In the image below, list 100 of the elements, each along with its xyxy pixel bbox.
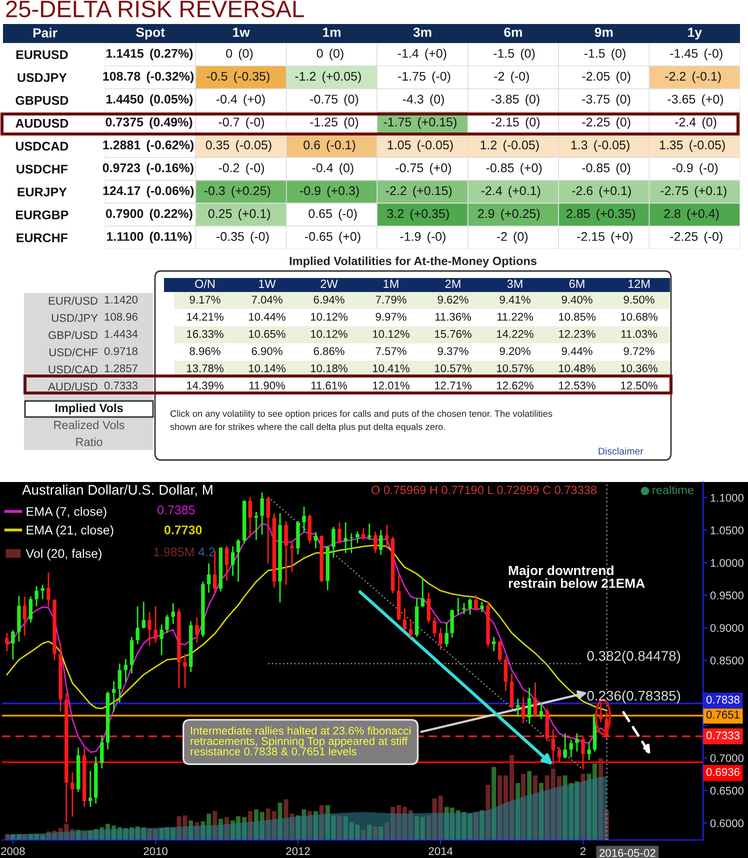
y-axis-title: Pair: [33, 28, 58, 38]
annotation: (-0.35): [234, 72, 270, 84]
bar: [307, 811, 312, 840]
annotation: (0.49%): [150, 117, 192, 129]
annotation: (-0.32%): [146, 72, 194, 84]
candlestick: [356, 530, 360, 544]
annotation: (0.27%): [150, 48, 193, 60]
candlestick: [148, 611, 152, 647]
y-tick-label: USDJPY: [18, 73, 67, 82]
annotation: (-0): [704, 232, 722, 244]
bar: [492, 766, 496, 840]
annotation: (0): [616, 94, 630, 106]
data-label: 1.3: [571, 140, 588, 150]
annotation: (-0): [432, 72, 450, 84]
candlestick: [575, 732, 579, 752]
y-tick-label: EURCHF: [16, 233, 68, 242]
annotation: (0): [514, 232, 528, 244]
data-label: -2.4: [481, 186, 502, 196]
y-tick-label: 1.1000: [710, 494, 744, 502]
candlestick: [480, 601, 484, 613]
candlestick: [124, 658, 128, 683]
y-tick-label: 0.6500: [710, 786, 744, 795]
candlestick: [432, 616, 436, 638]
x-tick-label: 1m: [323, 28, 341, 37]
annotation: (0): [616, 163, 630, 175]
annotation: (-0.05): [690, 140, 725, 152]
data-label: 7.79%: [376, 296, 406, 304]
chart-title: Australian Dollar/U.S. Dollar, M: [22, 484, 212, 496]
y2-tick-label: 0.9718: [104, 347, 138, 356]
data-label: 6.90%: [252, 347, 282, 356]
data-label: 9.41%: [500, 296, 530, 304]
candlestick: [70, 772, 74, 818]
bar: [521, 774, 526, 840]
data-label: 10.18%: [311, 364, 348, 372]
text: Ratio: [76, 437, 102, 446]
data-label: 10.57%: [435, 364, 472, 372]
annotation: (+0.4): [687, 208, 719, 220]
data-label: -0.5: [206, 72, 228, 81]
data-label: 13.78%: [187, 364, 224, 372]
data-label: -1.75: [398, 72, 426, 81]
annotation: (+0): [430, 163, 451, 175]
candlestick: [504, 656, 508, 692]
data-label: 9.97%: [376, 312, 406, 321]
candlestick: [563, 732, 567, 760]
annotation: (+0.25): [232, 186, 270, 198]
candlestick: [112, 680, 116, 712]
data-label: -2.25: [670, 232, 698, 241]
bar: [468, 814, 472, 840]
data-label: 12.23%: [559, 330, 596, 338]
candlestick: [402, 608, 407, 632]
candlestick: [361, 528, 366, 541]
data-label: -2.15: [492, 118, 519, 126]
bar: [278, 802, 282, 840]
candlestick: [521, 696, 526, 724]
data-label: -0.65: [304, 232, 332, 241]
data-label: -1.75: [384, 118, 412, 126]
data-label: -0.2: [218, 163, 240, 172]
bar: [516, 783, 520, 840]
candlestick: [385, 524, 389, 550]
bar: [361, 830, 366, 840]
data-label: 0.9723: [102, 163, 140, 172]
data-label: 9.40%: [562, 296, 592, 304]
annotation: (0): [430, 94, 444, 106]
annotation: O 0.75969 H 0.77190 L 0.72999 C 0.73338: [372, 486, 596, 494]
annotation: (0): [340, 163, 354, 175]
data-label: -3.65: [668, 94, 696, 104]
annotation: (+0.15): [418, 117, 456, 129]
data-label: -1.5: [494, 49, 514, 58]
x-tick-label: 9m: [594, 28, 613, 37]
x-tick-label: 12M: [628, 280, 650, 288]
candlestick: [34, 585, 38, 608]
candlestick: [368, 522, 372, 541]
bar: [248, 811, 252, 840]
data-label: -4.3: [402, 94, 424, 104]
annotation: (+0): [702, 94, 724, 106]
candlestick: [165, 614, 169, 634]
candlestick: [46, 572, 50, 608]
text: Disclaimer: [598, 447, 644, 455]
x-tick-label: 2008: [1, 847, 25, 856]
annotation: (-0.62%): [146, 140, 194, 152]
data-label: 10.41%: [373, 364, 410, 372]
data-label: -3.85: [491, 94, 519, 104]
data-label: 0.35: [206, 140, 230, 150]
data-label: 0: [226, 48, 232, 58]
candlestick: [492, 636, 496, 652]
data-label: -2.25: [582, 118, 610, 126]
annotation: Intermediate rallies halted at 23.6% fibonacci retracements, Spinning Top appeared at stiff resistance 0.7838 & 0.7651 levels: [190, 726, 410, 756]
annotation: (-0): [338, 208, 357, 220]
x-tick-label: 6M: [569, 280, 584, 288]
data-label: 1.1100: [106, 232, 144, 241]
candlestick: [213, 550, 217, 594]
annotation: (+0.15): [413, 186, 452, 198]
data-label: 12.01%: [373, 382, 410, 390]
data-label: -1.4: [398, 49, 418, 58]
annotation: (+0.35): [596, 208, 636, 220]
y-tick-label: EURJPY: [18, 188, 67, 196]
data-label: 10.85%: [559, 312, 596, 321]
bar: [176, 816, 182, 840]
bar: [76, 830, 81, 840]
bar: [532, 775, 538, 840]
